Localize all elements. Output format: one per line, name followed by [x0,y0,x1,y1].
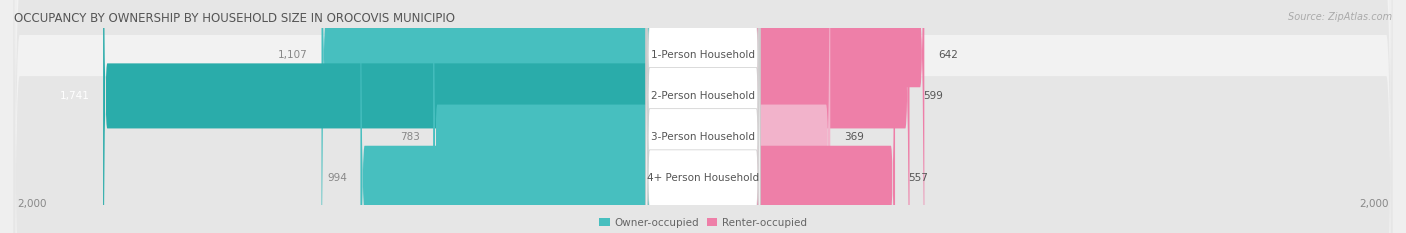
Text: OCCUPANCY BY OWNERSHIP BY HOUSEHOLD SIZE IN OROCOVIS MUNICIPIO: OCCUPANCY BY OWNERSHIP BY HOUSEHOLD SIZE… [14,12,456,25]
Text: 4+ Person Household: 4+ Person Household [647,173,759,183]
FancyBboxPatch shape [703,0,910,233]
FancyBboxPatch shape [645,0,761,233]
Text: 1,107: 1,107 [278,50,308,60]
FancyBboxPatch shape [645,0,761,233]
Text: 2,000: 2,000 [1360,199,1389,209]
Text: Source: ZipAtlas.com: Source: ZipAtlas.com [1288,12,1392,22]
Text: 783: 783 [399,132,419,142]
Text: 1,741: 1,741 [59,91,90,101]
Text: 1-Person Household: 1-Person Household [651,50,755,60]
FancyBboxPatch shape [645,0,761,233]
FancyBboxPatch shape [433,0,703,233]
FancyBboxPatch shape [645,0,761,233]
FancyBboxPatch shape [322,0,703,233]
FancyBboxPatch shape [103,0,703,233]
Text: 3-Person Household: 3-Person Household [651,132,755,142]
Text: 599: 599 [924,91,943,101]
Text: 557: 557 [908,173,928,183]
FancyBboxPatch shape [14,0,1392,233]
FancyBboxPatch shape [360,0,703,233]
FancyBboxPatch shape [14,0,1392,233]
FancyBboxPatch shape [14,0,1392,233]
Text: 2,000: 2,000 [17,199,46,209]
FancyBboxPatch shape [703,0,831,233]
FancyBboxPatch shape [14,0,1392,233]
Text: 994: 994 [328,173,347,183]
FancyBboxPatch shape [703,0,924,233]
FancyBboxPatch shape [703,0,896,233]
Text: 2-Person Household: 2-Person Household [651,91,755,101]
Text: 369: 369 [844,132,863,142]
Legend: Owner-occupied, Renter-occupied: Owner-occupied, Renter-occupied [595,213,811,232]
Text: 642: 642 [938,50,957,60]
